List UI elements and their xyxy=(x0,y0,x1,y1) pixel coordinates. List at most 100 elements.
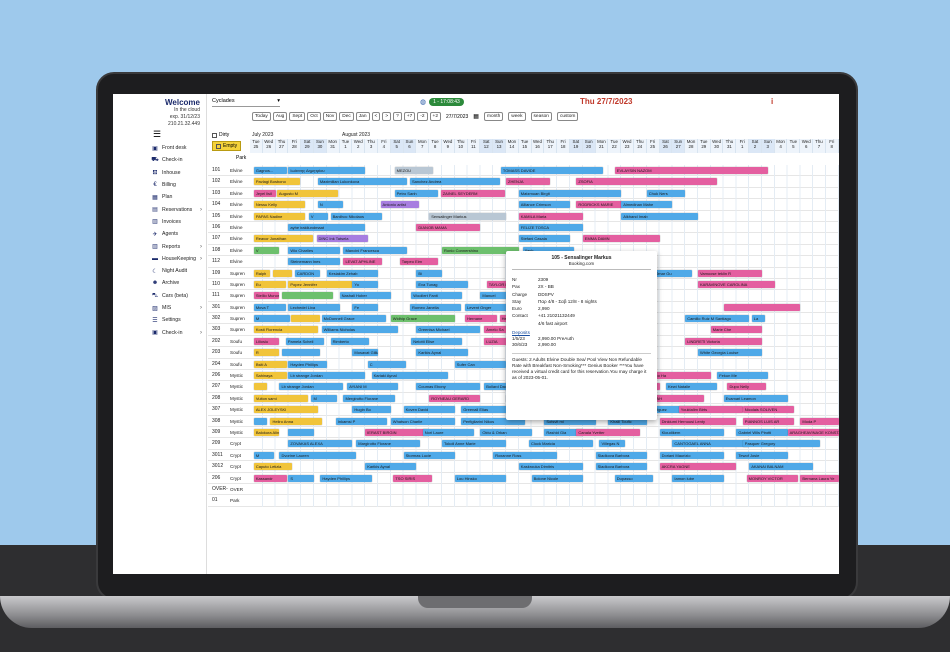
room-lane[interactable]: Balokura Alina IERAST BIRGIN Nori Laure Okt… xyxy=(250,426,839,439)
reservation-bar[interactable]: Kassandr xyxy=(253,474,288,482)
reservation-bar[interactable]: Reavor Jonathan xyxy=(253,235,313,243)
reservation-bar[interactable]: Clock Maricia xyxy=(529,440,594,448)
reservation-bar[interactable]: Lou Hinsko xyxy=(454,474,506,482)
reservation-bar[interactable]: S xyxy=(288,474,314,482)
reservation-bar[interactable]: Maximilian Lukonkova xyxy=(317,178,408,186)
reservation-bar[interactable] xyxy=(273,269,293,277)
reservation-bar[interactable]: Kloudikem xyxy=(659,428,724,436)
room-number[interactable]: 208 xyxy=(212,394,221,401)
nav-button-5[interactable]: Dec xyxy=(339,112,354,121)
room-number[interactable]: 109 xyxy=(212,269,221,276)
reservation-bar[interactable]: Perfigliarini Nikos xyxy=(461,417,526,425)
reservation-bar[interactable]: Bi xyxy=(416,269,442,277)
view-button-0[interactable]: month xyxy=(483,112,504,121)
reservation-bar[interactable]: ZHENJA xyxy=(506,178,550,186)
nav-button-10[interactable]: +7 xyxy=(403,112,416,121)
room-lane[interactable]: Caputo Letizia Karikis Aynal Kaskrouka Dim… xyxy=(250,461,839,473)
view-button-2[interactable]: season xyxy=(530,112,552,121)
nav-button-8[interactable]: > xyxy=(382,112,392,121)
reservation-bar[interactable]: Hayden Phillips xyxy=(320,474,372,482)
dirty-filter[interactable]: Dirty xyxy=(212,132,229,138)
nav-button-7[interactable]: < xyxy=(371,112,381,121)
sidebar-item-4[interactable]: ▦ Plan xyxy=(113,191,206,203)
reservation-bar[interactable]: Mancini Francesca xyxy=(343,246,408,254)
reservation-bar[interactable]: Sufer Can xyxy=(454,360,506,368)
deposits-link[interactable]: Deposits xyxy=(512,330,530,336)
reservation-bar[interactable]: Hugin Bo xyxy=(352,406,391,414)
sidebar-item-5[interactable]: ▤ Reservations › xyxy=(113,203,206,215)
room-lane[interactable] xyxy=(250,483,839,496)
reservation-bar[interactable]: La xyxy=(751,315,765,323)
reservation-bar[interactable]: Augusto M xyxy=(276,189,339,197)
reservation-bar[interactable]: EMMA DAMN xyxy=(582,235,660,243)
nav-button-12[interactable]: +2 xyxy=(429,112,442,121)
reservation-bar[interactable]: Doriani Maurizio xyxy=(659,451,724,459)
reservation-bar[interactable]: Omar Gu xyxy=(653,269,692,277)
reservation-bar[interactable]: Budriguez xyxy=(646,406,698,414)
sidebar-item-11[interactable]: ☻ Archive xyxy=(113,277,206,289)
sidebar-item-0[interactable]: ▣ Front desk xyxy=(113,142,206,154)
reservation-bar[interactable]: Neiotti Elise xyxy=(411,337,463,345)
reservation-bar[interactable]: Romeo Janelia xyxy=(410,303,462,311)
reservation-bar[interactable]: LINDRETI Victoria xyxy=(685,337,762,345)
reservation-bar[interactable]: Manuel xyxy=(480,292,519,300)
room-number[interactable]: 102 xyxy=(212,178,221,185)
reservation-bar[interactable]: Levent Onger xyxy=(465,303,517,311)
reservation-bar[interactable]: Lb strange Jordan xyxy=(288,372,366,380)
room-lane[interactable]: V Wio Charlies Mancini Francesca Ronio Conn… xyxy=(250,244,839,257)
reservation-bar[interactable]: Ronio Connershino xyxy=(442,246,519,254)
reservation-bar[interactable]: LEVAT APHLINE xyxy=(343,258,382,266)
dirty-checkbox[interactable] xyxy=(212,132,217,138)
reservation-bar[interactable]: Greenisa Michael xyxy=(416,326,481,334)
reservation-bar[interactable]: McDonnell Grace xyxy=(321,315,386,323)
reservation-bar[interactable]: MEZOU xyxy=(394,167,434,174)
reservation-bar[interactable]: Jeyel lisil xyxy=(253,189,276,197)
nav-button-1[interactable]: Aug xyxy=(272,112,288,121)
nav-button-9[interactable]: ? xyxy=(393,112,402,121)
sidebar-item-3[interactable]: € Billing xyxy=(113,179,206,191)
reservation-bar[interactable]: Villegas N xyxy=(599,440,626,448)
reservation-bar[interactable]: Youktalim Birts xyxy=(678,406,743,414)
room-lane[interactable]: Kassandr S Hayden Phillips TSO SIRIS Lou Hin… xyxy=(250,472,839,484)
reservation-bar[interactable]: ZSOFIA xyxy=(576,178,718,186)
reservation-bar[interactable]: Fe xyxy=(352,303,378,311)
reservation-bar[interactable]: M xyxy=(311,394,338,402)
reservation-bar[interactable]: Dupasso xyxy=(614,474,654,482)
reservation-bar[interactable]: Eva Tunag xyxy=(416,280,468,288)
room-number[interactable]: 112 xyxy=(212,258,220,265)
reservation-bar[interactable]: M xyxy=(253,451,275,459)
reservation-bar[interactable]: ayhe irakilundmaat xyxy=(288,223,366,231)
reservation-bar[interactable]: AKCRA YAGNE xyxy=(659,463,737,471)
room-number[interactable]: 308 xyxy=(212,417,221,424)
reservation-bar[interactable]: Nessu Kelly xyxy=(253,201,306,209)
room-number[interactable] xyxy=(212,495,230,506)
room-number[interactable]: 3012 xyxy=(212,463,224,470)
reservation-bar[interactable]: Alliance Crimson xyxy=(518,201,570,209)
nav-button-2[interactable]: Sept xyxy=(289,112,306,121)
reservation-bar[interactable]: Amelo Sa xyxy=(484,326,523,334)
reservation-bar[interactable]: TAYLOR MILES xyxy=(486,280,526,288)
room-number[interactable]: 104 xyxy=(212,201,221,208)
room-number[interactable]: 207 xyxy=(212,383,221,390)
reservation-bar[interactable] xyxy=(282,292,334,300)
reservation-bar[interactable]: Sladkova Barbora xyxy=(595,463,647,471)
empty-filter[interactable]: Empty xyxy=(212,141,242,151)
reservation-bar[interactable]: M xyxy=(253,315,290,323)
reservation-bar[interactable]: Oktu & Orkan xyxy=(480,428,532,436)
reservation-bar[interactable] xyxy=(288,428,314,436)
reservation-bar[interactable]: V xyxy=(308,212,329,220)
reservation-bar[interactable]: DIANOB MAMA xyxy=(416,223,481,231)
room-number[interactable]: 3011 xyxy=(212,451,223,458)
nav-button-0[interactable]: Today xyxy=(252,112,271,121)
reservation-bar[interactable]: Nori Laure xyxy=(422,428,474,436)
reservation-bar[interactable]: Wio Charlies xyxy=(288,246,340,254)
reservation-bar[interactable]: Steinemann Ines xyxy=(288,258,340,266)
reservation-bar[interactable]: Matzmuan Birgit xyxy=(518,189,622,197)
reservation-bar[interactable]: Widhip Grace xyxy=(390,315,455,323)
room-lane[interactable]: Pavlagi Bosbono Maximilian Lukonkova Sanch… xyxy=(250,176,839,188)
reservation-bar[interactable]: ZAINEL SEYDERM xyxy=(440,189,505,197)
reservation-bar[interactable]: Eu xyxy=(253,280,286,288)
room-lane[interactable]: Heliro Anna Inkamsi P Whatson Charlie Perfi… xyxy=(250,415,839,427)
nav-button-11[interactable]: -2 xyxy=(417,112,428,121)
sidebar-item-1[interactable]: ⛟ Check-in xyxy=(113,154,206,166)
